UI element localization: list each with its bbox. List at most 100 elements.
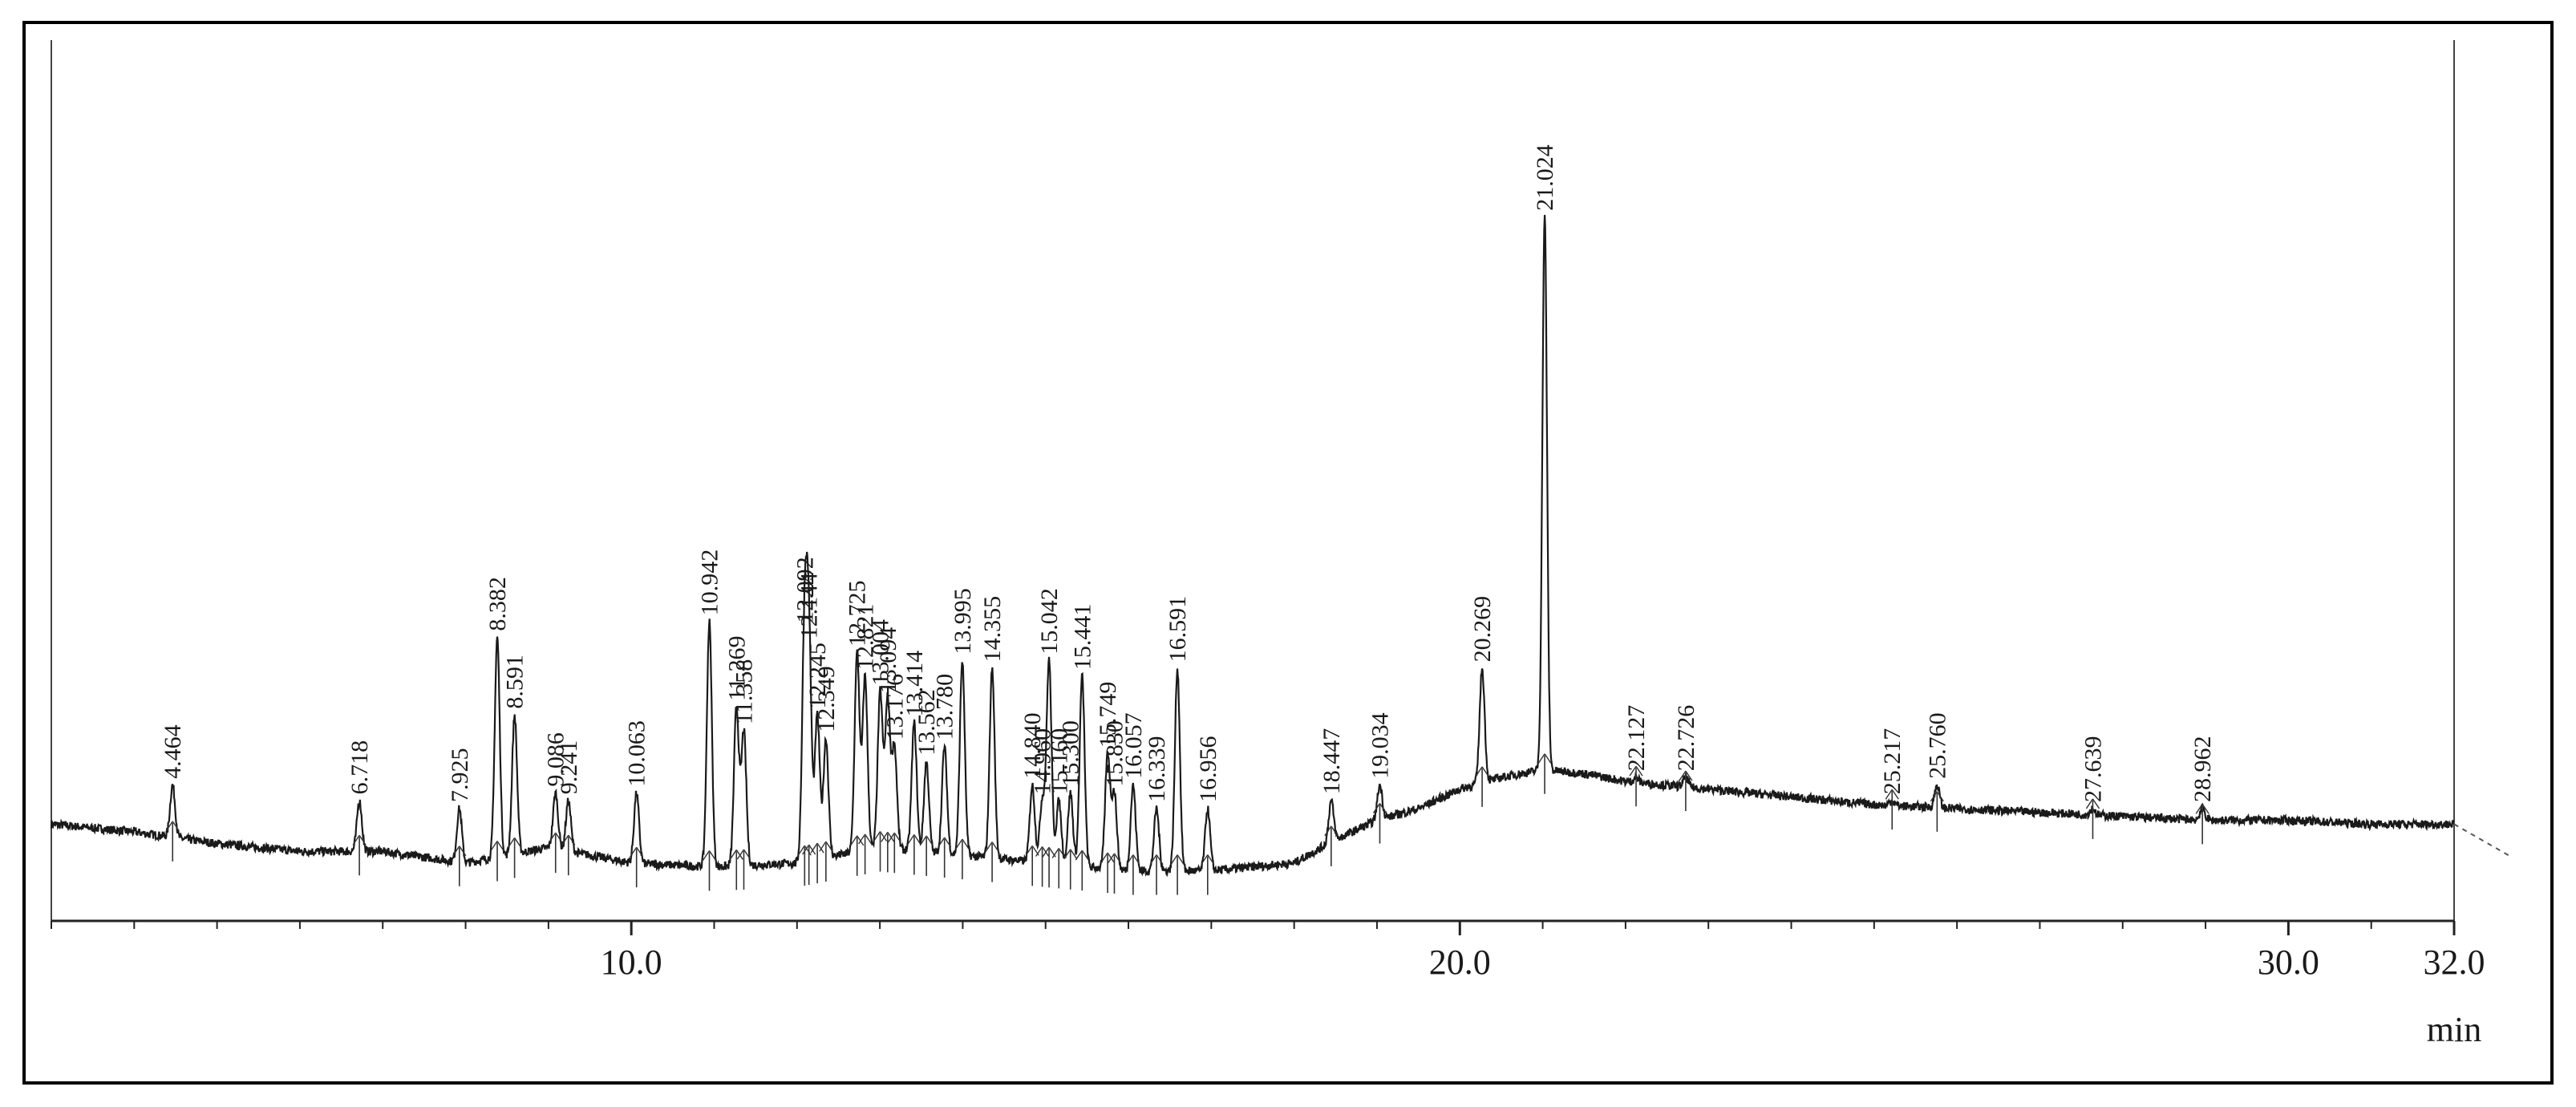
peak-marker-arrow	[729, 850, 737, 860]
peak-annotation: 14.960	[1030, 728, 1056, 887]
peak-marker-arrow	[702, 850, 711, 861]
x-tick-label: 10.0	[601, 943, 662, 982]
peak-marker-arrow	[881, 832, 889, 842]
peak-marker-arrow	[1081, 850, 1089, 861]
peak-label: 4.464	[160, 724, 186, 779]
peak-marker-arrow	[1156, 854, 1164, 865]
peak-marker-arrow	[819, 841, 827, 852]
peak-marker-arrow	[808, 844, 816, 855]
peak-marker-arrow	[165, 821, 173, 832]
peak-label: 14.960	[1030, 728, 1056, 795]
peak-marker-arrow	[1629, 765, 1637, 777]
peak-marker-arrow	[1475, 766, 1483, 777]
peak-annotation: 15.160	[1046, 728, 1072, 889]
peak-marker-arrow	[1537, 753, 1545, 764]
peak-marker-arrow	[555, 832, 563, 843]
peak-marker-arrow	[1372, 803, 1381, 813]
peak-annotation: 20.269	[1469, 596, 1496, 807]
peak-marker-arrow	[708, 850, 717, 861]
peak-label: 9.086	[543, 732, 569, 787]
peak-annotation: 27.639	[2080, 736, 2106, 839]
peak-marker-arrow	[873, 831, 881, 841]
peak-marker-arrow	[887, 832, 895, 843]
peak-label: 7.925	[447, 748, 473, 803]
peak-marker-arrow	[858, 833, 866, 845]
peak-marker-arrow	[1113, 853, 1122, 864]
peak-label: 12.092	[792, 557, 818, 622]
peak-marker-arrow	[887, 832, 895, 842]
peak-annotation: 21.024	[1532, 144, 1558, 794]
chromatogram-chart: 10.0 20.0 30.0 32.0 4.464 6.718 7.925 8.382 8.5…	[50, 40, 2511, 1049]
peak-marker-arrow	[850, 835, 858, 846]
peak-annotation: 11.269	[723, 636, 750, 890]
peak-label: 21.024	[1532, 144, 1558, 210]
peak-annotation: 15.830	[1101, 720, 1128, 894]
x-tick-label: 32.0	[2424, 943, 2485, 982]
peak-marker-arrow	[804, 845, 812, 856]
peak-annotation: 15.300	[1058, 720, 1084, 890]
peak-marker-arrow	[1207, 854, 1215, 865]
peak-marker-arrow	[2195, 803, 2203, 814]
peak-marker-arrow	[2092, 798, 2100, 809]
peak-annotation: 14.355	[979, 596, 1006, 882]
peak-marker-arrow	[1679, 770, 1687, 781]
peak-marker-arrow	[1544, 753, 1552, 764]
peak-annotation: 25.217	[1879, 728, 1906, 830]
peak-label: 14.840	[1019, 712, 1046, 779]
peak-marker-arrow	[1936, 791, 1944, 802]
peak-marker-arrow	[452, 845, 460, 857]
peak-marker-arrow	[459, 845, 467, 857]
peak-annotation: 9.086	[543, 732, 569, 874]
peak-annotation: 13.004	[868, 619, 894, 872]
peak-marker-arrow	[1100, 852, 1108, 863]
peak-label: 10.942	[696, 549, 723, 616]
peak-annotation: 15.749	[1095, 682, 1121, 894]
peak-marker-arrow	[1331, 825, 1339, 837]
peak-marker-arrow	[2201, 803, 2209, 814]
peak-marker-arrow	[1685, 770, 1693, 781]
peak-annotation: 8.382	[484, 577, 511, 882]
peak-label: 20.269	[1469, 596, 1496, 663]
peak-label: 15.042	[1036, 588, 1063, 655]
peak-label: 13.780	[932, 674, 958, 740]
peak-marker-arrow	[1149, 854, 1157, 865]
peak-marker-arrow	[1075, 850, 1083, 861]
peak-label: 27.639	[2080, 736, 2106, 803]
peak-marker-arrow	[985, 841, 993, 853]
peak-marker-arrow	[561, 834, 569, 845]
peak-marker-arrow	[549, 832, 557, 843]
peak-label: 15.160	[1046, 728, 1072, 795]
peak-annotation: 22.127	[1623, 705, 1650, 807]
peak-marker-arrow	[907, 834, 915, 845]
peak-annotation: 12.092	[792, 557, 818, 886]
peak-marker-arrow	[1481, 766, 1489, 777]
peak-marker-arrow	[1885, 789, 1893, 800]
peak-marker-arrow	[490, 841, 498, 851]
peak-annotation: 12.821	[853, 604, 879, 874]
peak-label: 15.749	[1095, 682, 1121, 748]
peak-label: 19.034	[1367, 712, 1393, 779]
peak-marker-arrow	[736, 849, 745, 860]
peak-label: 15.441	[1069, 604, 1096, 671]
peak-label: 12.144	[796, 573, 823, 639]
peak-marker-arrow	[810, 842, 818, 854]
peak-annotation: 16.339	[1144, 736, 1170, 895]
peak-marker-arrow	[1930, 791, 1938, 802]
peak-annotation: 13.562	[913, 689, 940, 876]
peak-marker-arrow	[1042, 846, 1050, 857]
peak-annotation: 18.447	[1318, 728, 1345, 866]
peak-marker-arrow	[1379, 803, 1387, 813]
peak-annotation: 15.042	[1036, 588, 1063, 888]
peak-marker-arrow	[1063, 849, 1071, 860]
peak-marker-arrow	[938, 837, 946, 848]
peak-marker-arrow	[1201, 854, 1209, 865]
peak-marker-arrow	[1126, 854, 1134, 865]
peak-label: 6.718	[346, 740, 373, 795]
trace-continuation	[2453, 823, 2511, 858]
peak-annotation: 16.591	[1164, 596, 1191, 895]
peak-label: 8.591	[502, 655, 529, 709]
chart-frame: 10.0 20.0 30.0 32.0 4.464 6.718 7.925 8.382 8.5…	[22, 21, 2554, 1085]
peak-marker-arrow	[879, 831, 888, 841]
peak-marker-arrow	[1042, 846, 1050, 858]
peak-label: 13.414	[901, 651, 928, 717]
